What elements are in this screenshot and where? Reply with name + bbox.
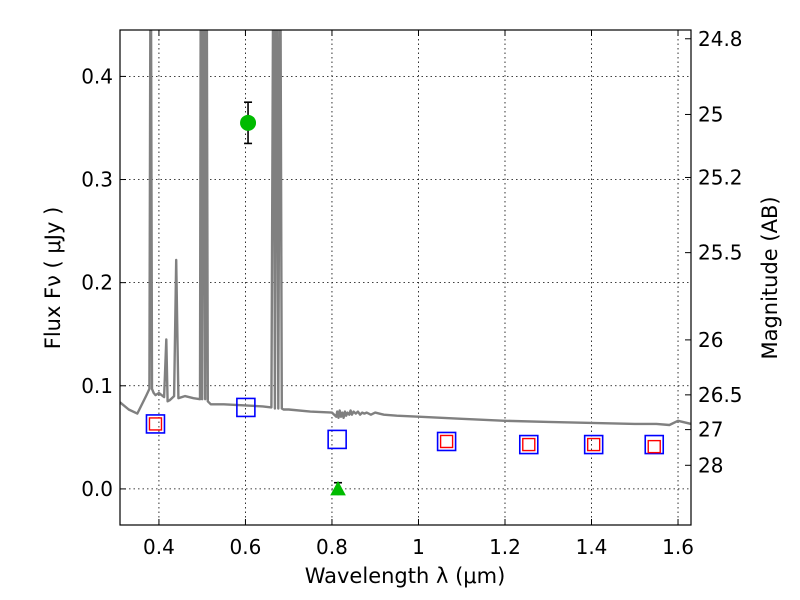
spectrum-line: [120, 30, 691, 427]
x-tick-label: 0.8: [316, 535, 348, 559]
y-tick-label: 0.2: [81, 271, 113, 295]
model-photometry-box: [327, 429, 347, 450]
mag-tick-label: 26: [698, 328, 723, 352]
detection-point: [240, 114, 257, 131]
y-tick-label: 0.0: [81, 477, 113, 501]
model-photometry-box: [436, 431, 457, 452]
y-tick-label: 0.3: [81, 168, 113, 192]
y-axis-right-label: Magnitude (AB): [758, 196, 782, 359]
mag-tick-label: 27: [698, 418, 723, 442]
observed-photometry-box: [439, 434, 454, 449]
mag-tick-label: 26.5: [698, 383, 743, 407]
model-photometry-box: [644, 434, 665, 455]
model-photometry-box: [583, 434, 604, 455]
upper-limit-point: [330, 480, 346, 496]
model-photometry-box: [236, 397, 256, 418]
x-tick-label: 1.2: [489, 535, 521, 559]
observed-photometry-box: [522, 437, 536, 452]
mag-tick-label: 28: [698, 453, 723, 477]
plot-frame: [119, 29, 692, 526]
observed-photometry-box: [586, 437, 601, 452]
x-tick-label: 1.6: [662, 535, 694, 559]
model-photometry-box: [145, 414, 166, 434]
x-tick-label: 0.4: [143, 535, 175, 559]
x-tick-label: 0.6: [230, 535, 262, 559]
y-axis-label: Flux Fν ( μJy ): [41, 207, 65, 350]
observed-photometry-box: [148, 417, 163, 431]
y-tick-label: 0.1: [81, 374, 113, 398]
observed-photometry-box: [647, 439, 661, 454]
x-tick-label: 1: [412, 535, 425, 559]
mag-tick-label: 25.5: [698, 241, 743, 265]
grid: [120, 30, 691, 525]
x-tick-label: 1.4: [576, 535, 608, 559]
mag-tick-label: 25: [698, 102, 723, 126]
y-tick-label: 0.4: [81, 64, 113, 88]
mag-tick-label: 24.8: [698, 27, 743, 51]
x-axis-label: Wavelength λ (μm): [305, 564, 506, 588]
model-photometry-box: [518, 434, 539, 455]
axes: 0.4 0.6 0.8 1 1.2 1.4 1.6 0.0 0.1 0.2 0.3 0.4 24.8 25…: [81, 27, 742, 559]
mag-tick-label: 25.2: [698, 165, 743, 189]
data-layer: [120, 30, 691, 496]
